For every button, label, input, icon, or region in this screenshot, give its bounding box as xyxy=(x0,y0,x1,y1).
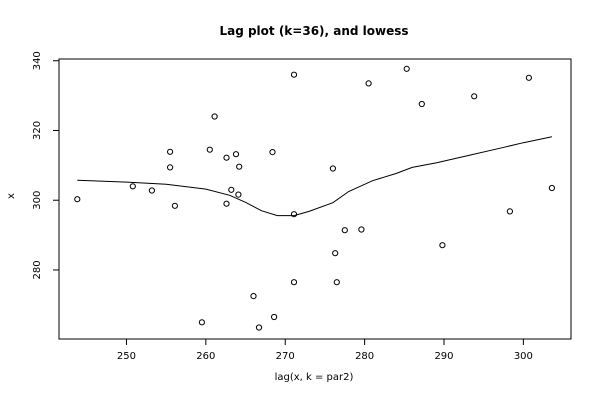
data-point xyxy=(235,191,242,198)
data-point xyxy=(358,226,365,233)
x-tick-label: 280 xyxy=(355,351,374,362)
data-point xyxy=(471,93,478,100)
data-point xyxy=(403,65,410,72)
data-point xyxy=(290,279,298,286)
plot-frame xyxy=(58,58,572,340)
data-point xyxy=(223,154,230,161)
y-axis: 280 300 320 340 xyxy=(32,51,60,280)
data-point xyxy=(206,146,213,153)
data-point xyxy=(506,208,513,215)
data-point xyxy=(269,149,276,156)
chart-title: Lag plot (k=36), and lowess xyxy=(219,24,408,38)
y-tick-label: 340 xyxy=(32,51,43,70)
data-point xyxy=(74,196,81,203)
points-layer xyxy=(74,65,556,331)
data-point xyxy=(167,164,174,171)
y-axis-label: x xyxy=(6,193,17,199)
data-point xyxy=(333,279,340,286)
x-tick-label: 300 xyxy=(514,351,533,362)
data-point xyxy=(211,113,218,120)
x-tick-label: 260 xyxy=(196,351,215,362)
data-point xyxy=(255,324,263,331)
x-axis-label: lag(x, k = par2) xyxy=(275,372,354,383)
data-point xyxy=(365,80,372,87)
data-point xyxy=(329,165,336,172)
y-tick-label: 300 xyxy=(32,191,43,210)
data-point xyxy=(418,100,425,108)
data-point xyxy=(129,183,136,190)
data-point xyxy=(332,250,339,257)
data-point xyxy=(167,148,174,155)
data-point xyxy=(228,186,235,193)
data-point xyxy=(236,163,243,170)
data-point xyxy=(290,71,298,78)
x-axis: 250 260 270 280 290 300 xyxy=(117,338,533,362)
data-point xyxy=(198,319,205,326)
data-point xyxy=(525,74,533,81)
data-point xyxy=(341,227,348,234)
data-point xyxy=(548,184,556,192)
data-point xyxy=(223,200,230,207)
x-tick-label: 270 xyxy=(276,351,295,362)
y-tick-label: 320 xyxy=(32,121,43,140)
data-point xyxy=(271,313,278,321)
data-point xyxy=(439,242,446,249)
x-tick-label: 290 xyxy=(434,351,453,362)
y-tick-label: 280 xyxy=(32,260,43,279)
lowess-layer xyxy=(77,136,553,217)
data-point xyxy=(171,202,178,209)
data-point xyxy=(232,151,240,158)
data-point xyxy=(290,211,298,218)
x-tick-label: 250 xyxy=(117,351,136,362)
data-point xyxy=(148,187,155,194)
data-point xyxy=(250,293,257,300)
lowess-line xyxy=(77,136,553,217)
